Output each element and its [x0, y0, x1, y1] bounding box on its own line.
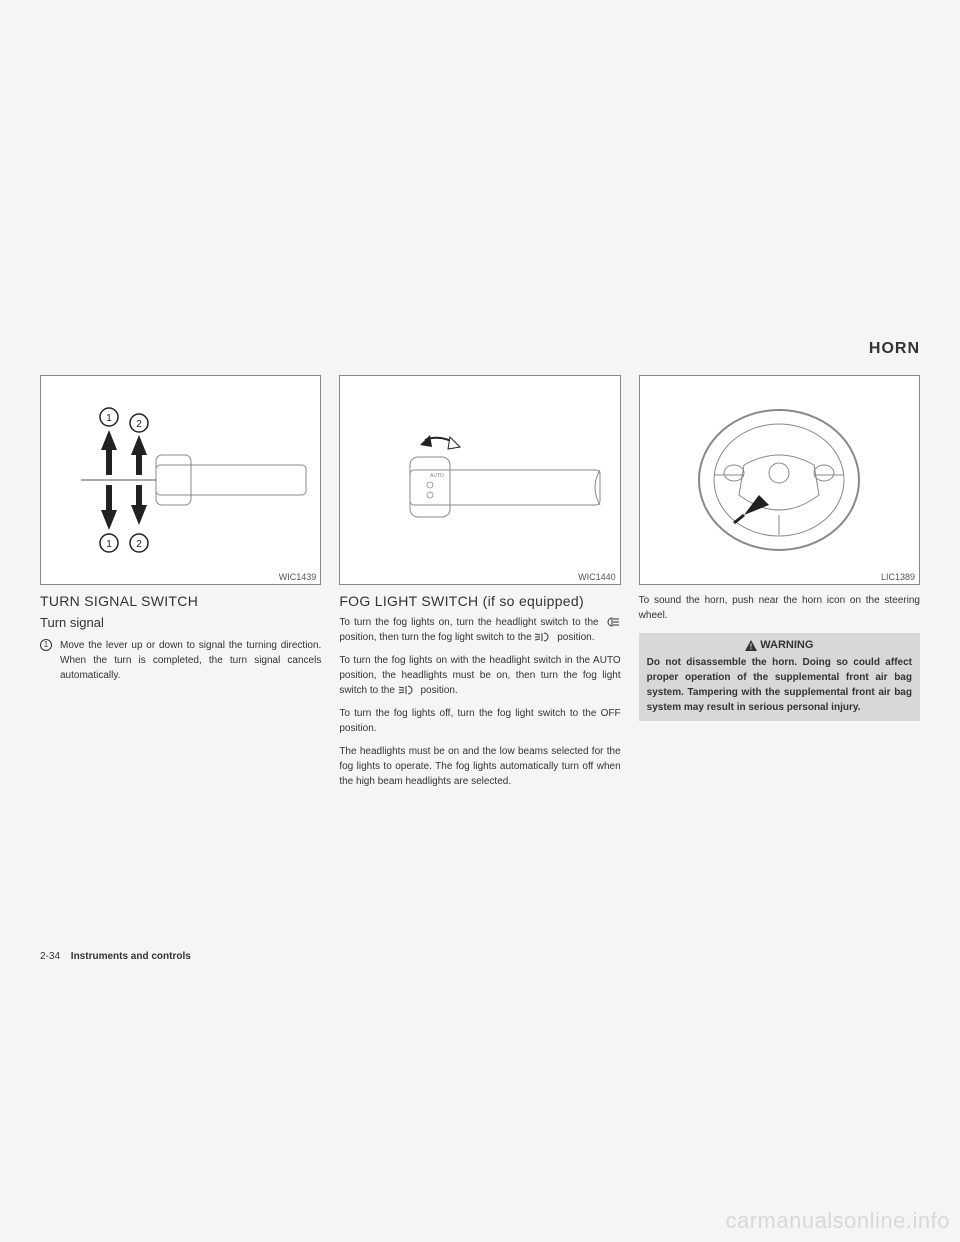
fog-light-icon-2: [398, 685, 418, 695]
page-number: 2-34: [40, 951, 60, 962]
figure-horn: LIC1389: [639, 375, 920, 585]
fog-p1: To turn the fog lights on, turn the head…: [339, 615, 620, 645]
fog-p3: To turn the fog lights off, turn the fog…: [339, 706, 620, 736]
fog-light-diagram: AUTO: [350, 395, 610, 565]
fog-p2: To turn the fog lights on with the headl…: [339, 653, 620, 698]
turn-signal-diagram: 1 2 1 2: [51, 395, 311, 565]
fog-p2b: position.: [420, 685, 457, 696]
section-title-fog-light: FOG LIGHT SWITCH (if so equipped): [339, 593, 620, 609]
figure-label-3: LIC1389: [881, 572, 915, 582]
warning-text: Do not disassemble the horn. Doing so co…: [647, 655, 912, 715]
horn-p1: To sound the horn, push near the horn ic…: [639, 593, 920, 623]
column-3: LIC1389 To sound the horn, push near the…: [639, 375, 920, 797]
page-header: HORN: [869, 340, 920, 358]
item-text-1: Move the lever up or down to signal the …: [60, 638, 321, 683]
svg-text:2: 2: [136, 539, 142, 550]
figure-label-2: WIC1440: [578, 572, 616, 582]
watermark: carmanualsonline.info: [725, 1208, 950, 1234]
svg-text:!: !: [750, 642, 753, 651]
fog-light-icon: [534, 632, 554, 642]
warning-header: ! WARNING: [647, 639, 912, 651]
subsection-title-turn-signal: Turn signal: [40, 615, 321, 630]
fog-p1a: To turn the fog lights on, turn the head…: [339, 617, 602, 628]
warning-box: ! WARNING Do not disassemble the horn. D…: [639, 633, 920, 721]
warning-header-text: WARNING: [760, 639, 813, 651]
svg-text:AUTO: AUTO: [430, 473, 444, 479]
fog-p1c: position.: [557, 632, 594, 643]
steering-wheel-diagram: [649, 395, 909, 565]
fog-p4: The headlights must be on and the low be…: [339, 744, 620, 789]
svg-text:2: 2: [136, 419, 142, 430]
content-columns: 1 2 1 2 WIC1439 TURN SIGNAL SWITCH Turn …: [40, 375, 920, 797]
fog-p1b: position, then turn the fog light switch…: [339, 632, 534, 643]
figure-fog-light: AUTO WIC1440: [339, 375, 620, 585]
column-1: 1 2 1 2 WIC1439 TURN SIGNAL SWITCH Turn …: [40, 375, 321, 797]
page-footer: 2-34 Instruments and controls: [40, 951, 191, 962]
header-title: HORN: [869, 340, 920, 357]
section-title-turn-signal: TURN SIGNAL SWITCH: [40, 593, 321, 609]
item-number-1: 1: [40, 639, 52, 651]
footer-section-name: Instruments and controls: [71, 951, 191, 962]
headlight-icon: [603, 617, 621, 627]
fog-p2a: To turn the fog lights on with the headl…: [339, 655, 620, 696]
column-2: AUTO WIC1440 FOG LIGHT SWITCH (if so equ…: [339, 375, 620, 797]
numbered-item-1: 1 Move the lever up or down to signal th…: [40, 638, 321, 683]
warning-triangle-icon: !: [745, 640, 757, 651]
svg-text:1: 1: [106, 413, 112, 424]
figure-label-1: WIC1439: [279, 572, 317, 582]
svg-text:1: 1: [106, 539, 112, 550]
figure-turn-signal: 1 2 1 2 WIC1439: [40, 375, 321, 585]
